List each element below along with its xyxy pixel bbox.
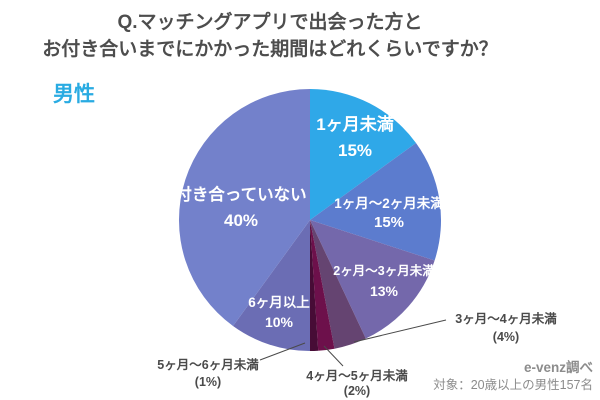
slice-value-1: 15% — [338, 141, 372, 160]
slice-value-5: (2%) — [344, 384, 370, 398]
source-sample: 対象：20歳以上の男性157名 — [433, 378, 593, 393]
slice-value-8: 40% — [224, 211, 258, 230]
pie-slice-3 — [310, 220, 435, 339]
slice-label-3: 2ヶ月～3ヶ月未満 — [333, 263, 435, 278]
gender-label: 男性 — [53, 83, 95, 106]
chart-title-line2: お付き合いまでにかかった期間はどれくらいですか？ — [42, 38, 498, 60]
leader-line-6 — [259, 342, 306, 361]
source-name: e-venz調べ — [523, 359, 593, 375]
slice-label-7: 6ヶ月以上 — [248, 295, 310, 310]
leader-line-4 — [353, 319, 447, 343]
slice-value-7: 10% — [265, 314, 294, 330]
slice-label-1: 1ヶ月未満 — [316, 114, 393, 134]
slice-label-2: 1ヶ月～2ヶ月未満 — [334, 195, 444, 211]
pie-slice-7 — [233, 220, 310, 351]
slice-label-5: 4ヶ月～5ヶ月未満 — [306, 368, 408, 383]
slice-value-6: (1%) — [195, 375, 221, 389]
pie-slice-2 — [310, 143, 442, 261]
pie-slice-4 — [310, 220, 366, 349]
chart-title: Q.マッチングアプリで出会った方と お付き合いまでにかかった期間はどれくらいです… — [0, 10, 540, 63]
slice-label-8: 付き合っていない — [175, 184, 306, 204]
pie-slice-1 — [310, 89, 416, 220]
slice-label-4: 3ヶ月～4ヶ月未満 — [455, 311, 557, 326]
pie-slice-5 — [310, 220, 335, 351]
source-note: e-venz調べ 対象：20歳以上の男性157名 — [433, 359, 593, 394]
slice-value-3: 13% — [370, 283, 399, 299]
slice-value-2: 15% — [374, 214, 404, 231]
chart-title-line1: Q.マッチングアプリで出会った方と — [117, 12, 423, 33]
leader-line-5 — [323, 345, 344, 367]
pie-slice-8 — [178, 88, 310, 326]
pie-slice-6 — [310, 220, 319, 351]
slice-value-4: (4%) — [493, 330, 519, 344]
slice-label-6: 5ヶ月～6ヶ月未満 — [157, 357, 259, 372]
